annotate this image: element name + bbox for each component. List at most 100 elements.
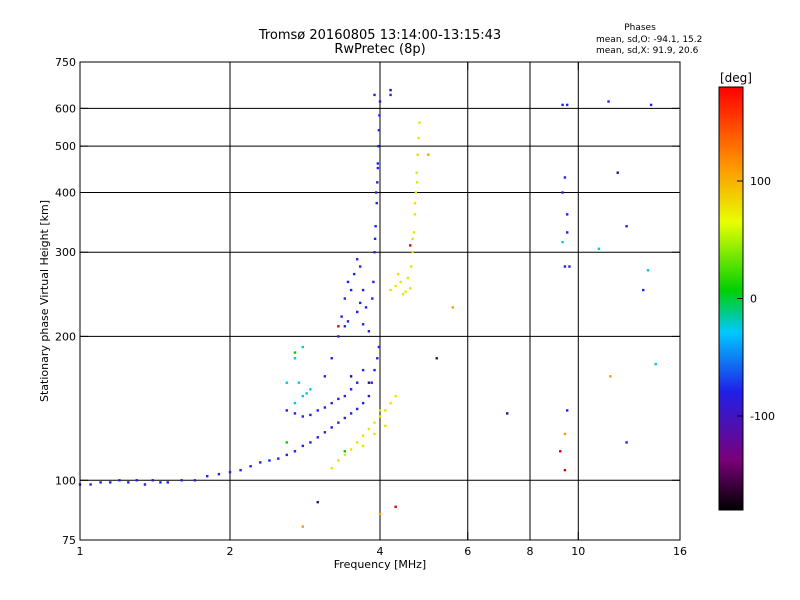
y-tick-label: 100 [55, 474, 76, 487]
data-point [349, 388, 353, 391]
data-point [249, 465, 252, 468]
data-point [349, 288, 353, 292]
data-point [378, 114, 381, 117]
data-point [625, 441, 628, 444]
data-point [373, 93, 376, 97]
data-point [607, 100, 610, 103]
y-axis-label: Stationary phase Virtual Height [km] [38, 200, 51, 402]
data-point [343, 450, 347, 453]
y-tick-label: 750 [55, 56, 76, 69]
data-point [376, 162, 380, 165]
data-point [411, 251, 414, 254]
data-point [373, 368, 376, 372]
data-point [330, 426, 333, 429]
data-point [355, 258, 359, 261]
data-point [565, 231, 569, 234]
data-point [361, 434, 365, 437]
data-point [373, 432, 376, 436]
data-point [373, 237, 377, 241]
data-point [337, 335, 340, 338]
data-point [367, 427, 371, 431]
data-point [401, 293, 405, 296]
data-point [413, 213, 417, 216]
data-point [376, 166, 380, 170]
data-point [301, 415, 305, 418]
colorbar-tick-label: 100 [750, 175, 771, 188]
data-point [301, 444, 305, 448]
data-point [412, 231, 416, 234]
data-point [361, 368, 365, 372]
data-point [563, 432, 567, 436]
data-point [396, 272, 400, 276]
data-point [394, 505, 397, 509]
data-point [309, 413, 312, 417]
data-point [118, 479, 121, 482]
data-point [340, 315, 343, 318]
data-point [389, 288, 392, 292]
data-point [361, 288, 365, 292]
data-point [143, 483, 147, 486]
data-point [330, 357, 333, 360]
data-point [409, 244, 412, 247]
data-point [427, 153, 430, 156]
data-point [293, 450, 297, 453]
data-point [451, 306, 455, 309]
data-point [563, 468, 567, 472]
chart-title: Tromsø 20160805 13:14:00-13:15:43 [258, 28, 501, 43]
data-point [415, 171, 418, 174]
data-point [316, 500, 319, 504]
y-tick-label: 500 [55, 140, 76, 153]
data-point [305, 392, 308, 395]
data-point [323, 375, 327, 378]
data-point [616, 171, 619, 174]
data-point [316, 409, 319, 412]
data-point [193, 479, 197, 482]
data-point [377, 345, 381, 349]
data-point [378, 512, 382, 516]
data-point [370, 381, 373, 384]
colorbar-tick-label: -100 [750, 410, 775, 423]
data-point [355, 381, 359, 384]
data-point [309, 441, 312, 444]
axes: 1 2 4 6 8 10 16 75 100 200 300 400 500 600 750 [55, 56, 687, 558]
data-point [343, 394, 347, 398]
data-point [565, 213, 569, 216]
data-point [293, 357, 297, 360]
data-point [309, 388, 312, 391]
data-point [285, 381, 288, 384]
data-point [346, 320, 350, 323]
data-point [109, 481, 112, 484]
data-point [415, 181, 419, 184]
data-point [597, 247, 601, 250]
data-point [343, 325, 347, 328]
data-point [301, 525, 305, 528]
y-tick-label: 400 [55, 186, 76, 199]
data-point [649, 103, 653, 107]
data-point [565, 103, 569, 107]
data-point [411, 237, 414, 241]
data-point [505, 412, 509, 415]
data-point [343, 453, 347, 457]
data-point [217, 472, 221, 476]
data-point [268, 459, 271, 462]
data-point [367, 381, 371, 384]
data-point [378, 100, 382, 103]
data-point [361, 323, 365, 326]
data-point [99, 481, 102, 484]
colorbar-tick-label: 0 [750, 293, 757, 306]
data-point [389, 88, 392, 92]
data-point [378, 415, 382, 418]
data-point [372, 280, 375, 284]
chart-subtitle: RwPretec (8p) [334, 42, 425, 57]
phase-stats-heading: Phases [624, 23, 656, 33]
data-point [561, 103, 564, 107]
data-point [166, 481, 169, 484]
data-point [259, 461, 262, 464]
data-point [337, 325, 340, 328]
data-point [159, 481, 162, 484]
data-point [559, 450, 562, 453]
data-point [409, 287, 412, 290]
data-point [355, 441, 359, 444]
data-point [337, 421, 340, 424]
data-point [364, 306, 368, 309]
